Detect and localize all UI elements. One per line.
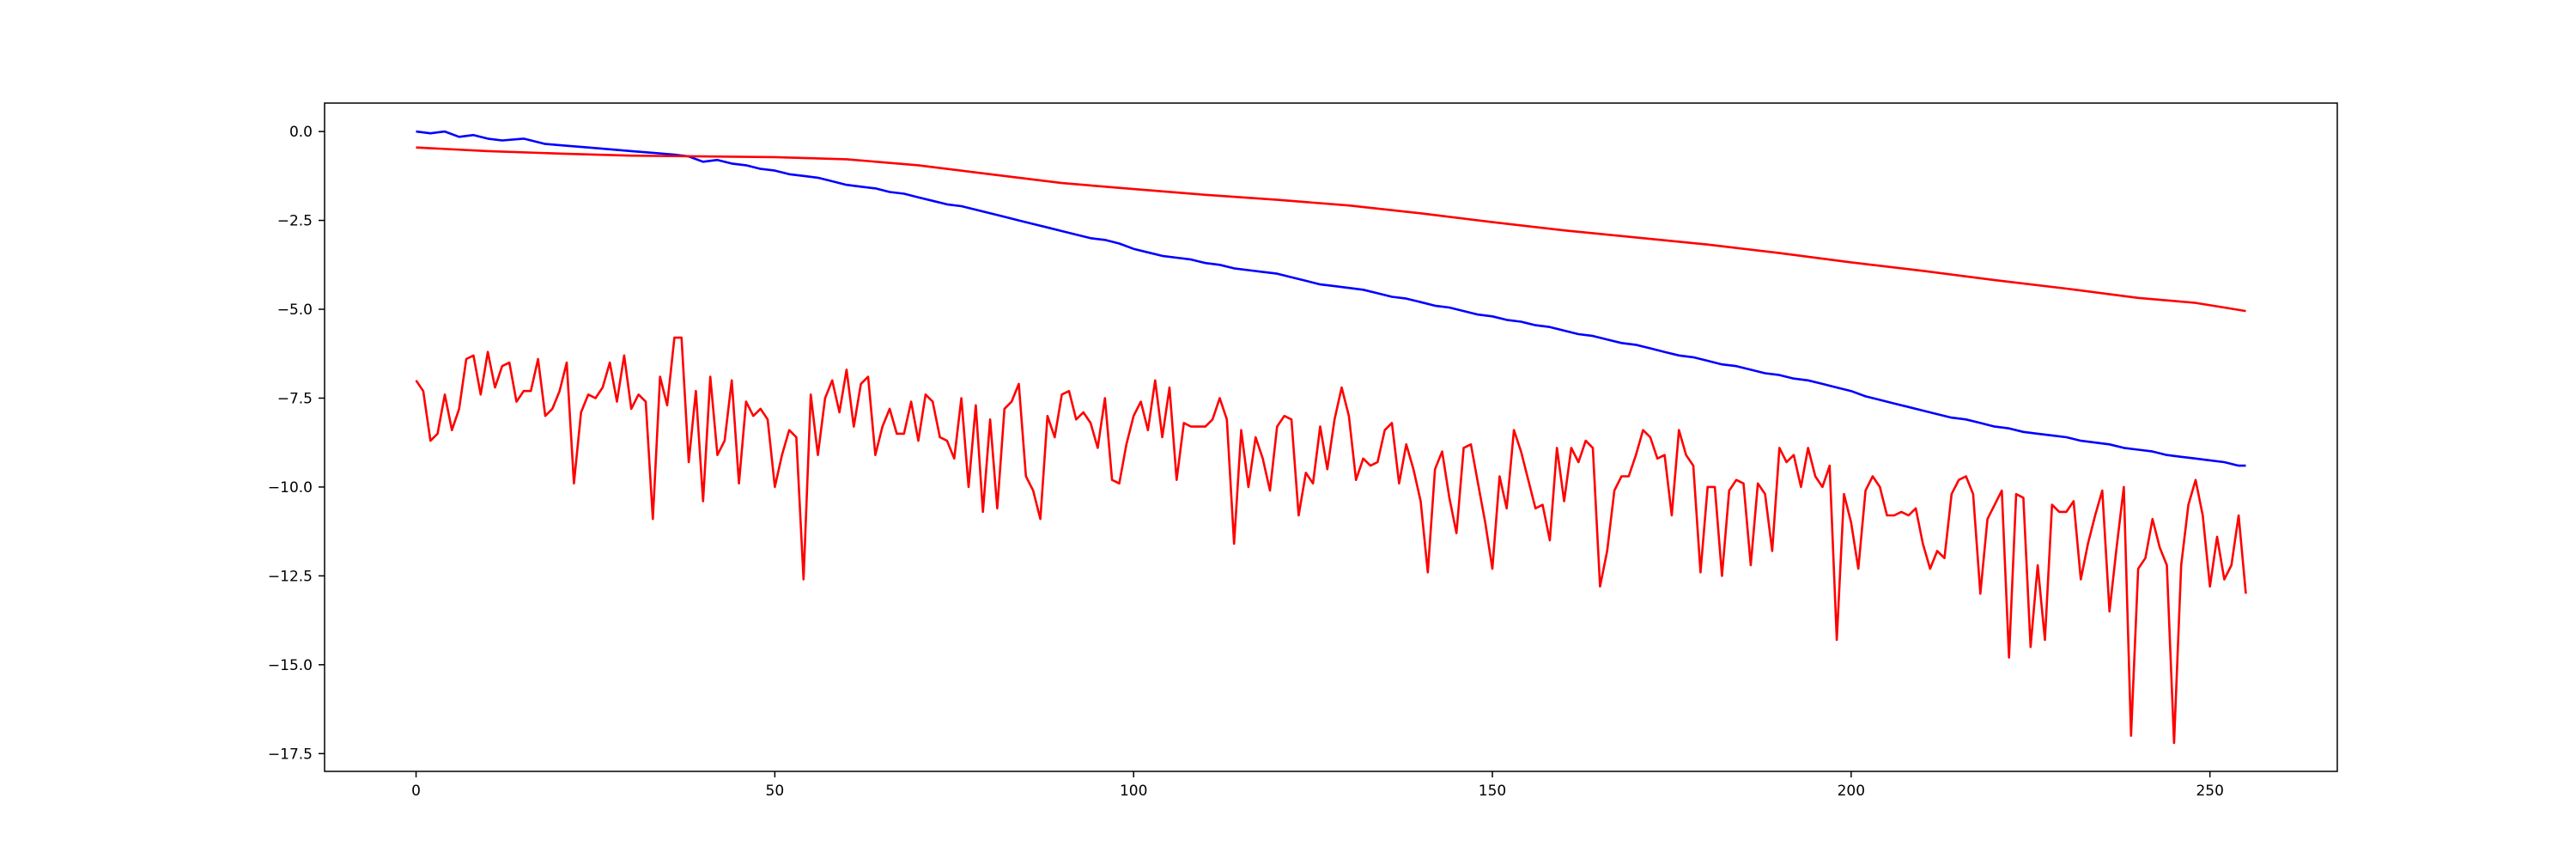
series-line-3 <box>415 336 2247 745</box>
axes-frame <box>324 102 2338 772</box>
y-tick-label: 0.0 <box>289 124 313 141</box>
x-axis: 0 50 100 150 200 250 <box>411 771 2224 800</box>
series-line-2 <box>416 146 2246 313</box>
y-tick-label: −17.5 <box>268 746 313 763</box>
x-tick-label: 250 <box>2196 783 2223 800</box>
y-tick-label: −15.0 <box>268 657 313 674</box>
y-tick-label: −7.5 <box>277 390 313 407</box>
y-tick-label: −5.0 <box>277 302 313 319</box>
y-tick-label: −2.5 <box>277 213 313 230</box>
x-tick-label: 50 <box>766 783 785 800</box>
x-tick-label: 100 <box>1120 783 1147 800</box>
y-axis: 0.0 −2.5 −5.0 −7.5 −10.0 −12.5 −15.0 −17.5 <box>268 124 325 763</box>
x-tick-label: 0 <box>411 783 421 800</box>
x-tick-label: 200 <box>1838 783 1865 800</box>
y-tick-label: −10.0 <box>268 479 313 497</box>
x-tick-label: 150 <box>1479 783 1506 800</box>
y-tick-label: −12.5 <box>268 568 313 585</box>
series-layer <box>415 130 2247 745</box>
series-line-1 <box>416 130 2246 467</box>
